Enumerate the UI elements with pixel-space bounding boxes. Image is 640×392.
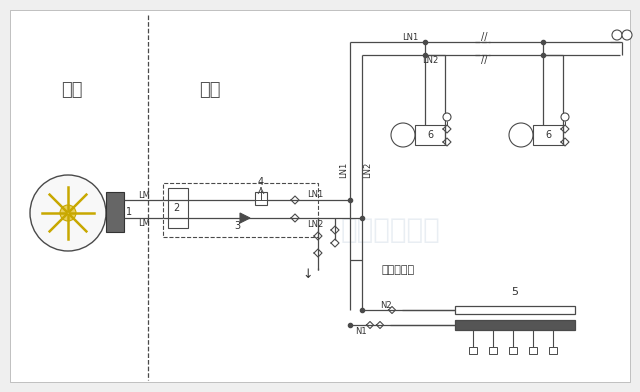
- Text: 室内: 室内: [199, 81, 221, 99]
- Bar: [455, 306, 575, 314]
- Text: LM: LM: [138, 218, 150, 227]
- Bar: [455, 320, 575, 330]
- Bar: [255, 192, 267, 205]
- Bar: [533, 125, 563, 145]
- Bar: [469, 347, 477, 354]
- Bar: [549, 347, 557, 354]
- Circle shape: [612, 30, 622, 40]
- Text: LN2: LN2: [422, 56, 438, 65]
- Circle shape: [561, 113, 569, 121]
- Text: LN1: LN1: [307, 189, 323, 198]
- Bar: [163, 183, 318, 237]
- Bar: [168, 188, 188, 228]
- Text: 室外: 室外: [61, 81, 83, 99]
- Bar: [106, 192, 124, 232]
- Text: //: //: [481, 32, 487, 42]
- Text: 自来水补水: 自来水补水: [381, 265, 415, 275]
- Text: LN1: LN1: [402, 33, 418, 42]
- Circle shape: [391, 123, 415, 147]
- Text: 6: 6: [545, 130, 551, 140]
- Bar: [489, 347, 497, 354]
- Text: LN2: LN2: [307, 220, 323, 229]
- Circle shape: [60, 205, 76, 221]
- Text: 6: 6: [427, 130, 433, 140]
- Text: N2: N2: [380, 301, 392, 310]
- Text: 1: 1: [126, 207, 132, 217]
- Text: ↓: ↓: [303, 269, 313, 281]
- Text: LM: LM: [138, 191, 150, 200]
- Bar: [529, 347, 537, 354]
- Bar: [415, 125, 445, 145]
- Text: 北京热水设备: 北京热水设备: [340, 216, 440, 244]
- Text: 5: 5: [511, 287, 518, 297]
- Circle shape: [509, 123, 533, 147]
- Circle shape: [30, 175, 106, 251]
- Polygon shape: [240, 213, 250, 223]
- Text: LN2: LN2: [364, 162, 372, 178]
- Text: N1: N1: [355, 327, 367, 336]
- Text: 2: 2: [173, 203, 179, 213]
- Circle shape: [622, 30, 632, 40]
- Text: //: //: [481, 55, 487, 65]
- Circle shape: [443, 113, 451, 121]
- Text: 4: 4: [258, 177, 264, 187]
- Bar: [509, 347, 517, 354]
- Text: 3: 3: [234, 221, 240, 231]
- Text: LN1: LN1: [339, 162, 349, 178]
